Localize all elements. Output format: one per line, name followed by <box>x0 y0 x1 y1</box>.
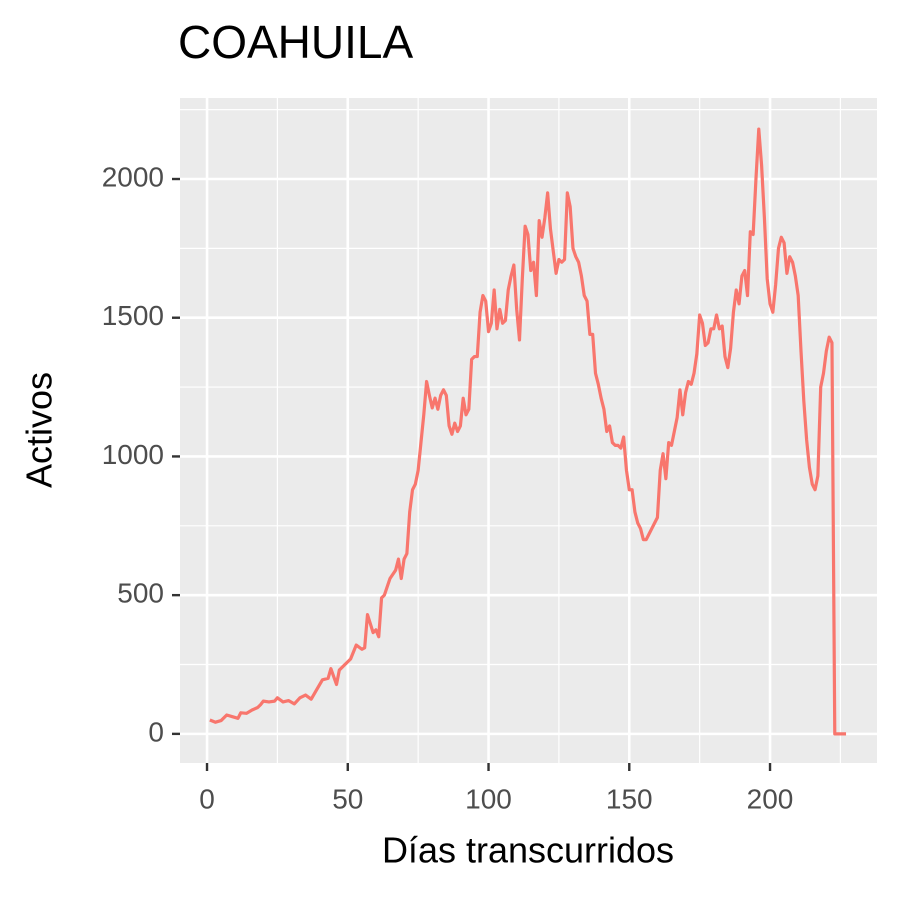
data-line <box>209 127 847 736</box>
x-axis-label: Días transcurridos <box>382 830 674 871</box>
plot-panel <box>180 98 877 763</box>
chart-title: COAHUILA <box>178 16 413 68</box>
y-tick-label: 1000 <box>102 439 164 470</box>
y-tick-label: 1500 <box>102 300 164 331</box>
x-tick-label: 150 <box>606 783 653 814</box>
y-tick-label: 2000 <box>102 161 164 192</box>
x-tick-label: 200 <box>747 783 794 814</box>
y-axis-label: Activos <box>19 372 60 488</box>
x-tick-label: 100 <box>465 783 512 814</box>
y-tick-label: 0 <box>148 716 164 747</box>
x-tick-label: 50 <box>332 783 363 814</box>
y-tick-label: 500 <box>117 578 164 609</box>
x-tick-label: 0 <box>199 783 215 814</box>
